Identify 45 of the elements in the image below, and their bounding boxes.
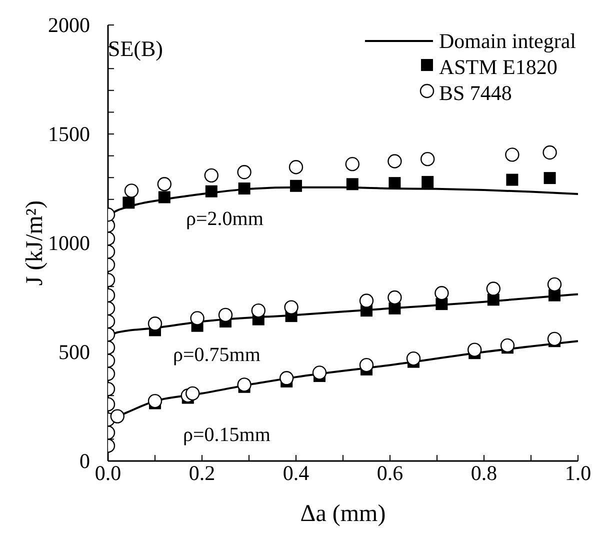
y-tick-label: 2000 <box>48 13 90 37</box>
annotation: ρ=2.0mm <box>186 208 264 231</box>
y-tick-label: 0 <box>80 449 90 473</box>
point <box>238 182 250 194</box>
point <box>290 180 302 192</box>
x-tick-label: 1.0 <box>564 460 592 485</box>
point <box>280 371 294 386</box>
legend-label: Domain integral <box>438 28 576 54</box>
point <box>406 351 421 366</box>
point <box>547 332 562 346</box>
point <box>312 366 327 380</box>
x-tick-label: 0.6 <box>376 460 404 485</box>
point <box>186 386 200 401</box>
x-tick-label: 0.4 <box>282 460 310 485</box>
point <box>548 289 560 302</box>
point <box>190 311 204 326</box>
point <box>122 196 135 209</box>
point <box>422 176 434 188</box>
legend-label: BS 7448 <box>438 80 512 106</box>
annotation: ρ=0.75mm <box>173 344 260 367</box>
point <box>388 177 401 190</box>
annotation: ρ=0.15mm <box>183 424 270 447</box>
point <box>205 185 218 198</box>
point <box>158 191 170 204</box>
annotation: SE(B) <box>108 36 163 62</box>
point <box>218 308 233 322</box>
point <box>148 316 162 331</box>
point <box>359 358 374 372</box>
point <box>500 338 515 353</box>
legend-label: ASTM E1820 <box>438 54 558 80</box>
point <box>346 178 358 190</box>
point <box>468 342 482 357</box>
point <box>110 409 124 424</box>
point <box>506 174 518 186</box>
point <box>148 394 162 408</box>
point <box>237 378 252 392</box>
x-tick-label: 0.0 <box>94 460 122 485</box>
y-tick-label: 1500 <box>48 122 90 146</box>
y-tick-label: 1000 <box>48 231 90 255</box>
point <box>544 172 556 184</box>
x-tick-label: 0.2 <box>188 460 216 485</box>
x-tick-label: 0.8 <box>470 460 498 485</box>
y-tick-label: 500 <box>58 340 90 364</box>
x-axis-title: Δa (mm) <box>300 501 386 527</box>
y-axis-title: J (kJ/m²) <box>22 200 48 286</box>
